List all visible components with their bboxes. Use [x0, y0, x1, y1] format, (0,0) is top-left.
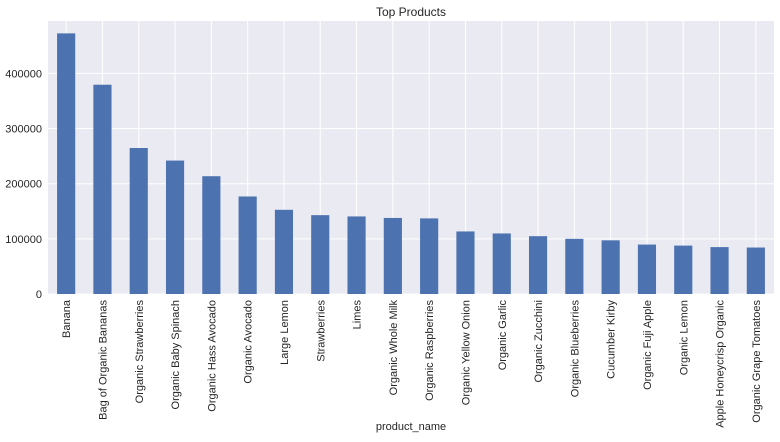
x-tick-label: Organic Zucchini [533, 300, 545, 383]
bar [492, 233, 511, 294]
x-tick-label: Cucumber Kirby [606, 300, 618, 379]
x-axis-label: product_name [376, 421, 446, 433]
x-tick-label: Organic Fuji Apple [642, 300, 654, 390]
bar [311, 215, 330, 294]
x-tick-label: Limes [352, 300, 364, 330]
x-tick-label: Apple Honeycrisp Organic [715, 300, 727, 428]
bar [383, 217, 402, 294]
x-tick-label: Strawberries [315, 300, 327, 362]
bar [637, 244, 657, 294]
y-tick-label: 200000 [5, 179, 42, 191]
bar [565, 238, 584, 294]
bars [57, 33, 765, 295]
x-tick-label: Organic Garlic [497, 300, 509, 371]
x-tick-label: Organic Strawberries [134, 300, 146, 404]
bar [347, 216, 366, 294]
x-tick-label: Organic Yellow Onion [460, 300, 472, 405]
y-tick-label: 400000 [5, 68, 42, 80]
bar [456, 231, 475, 294]
bar [674, 245, 693, 294]
x-tick-label: Organic Raspberries [424, 300, 436, 401]
x-tick-label: Organic Blueberries [569, 300, 581, 398]
bar [528, 236, 548, 294]
x-tick-label: Organic Grape Tomatoes [751, 300, 763, 423]
bar [746, 247, 765, 294]
bar [165, 160, 185, 294]
x-axis-ticks: Banana Bag of Organic Bananas Organic Stra… [61, 299, 763, 428]
x-tick-label: Banana [61, 299, 73, 338]
bar [238, 196, 257, 294]
y-tick-label: 0 [36, 289, 42, 301]
y-tick-label: 100000 [5, 234, 42, 246]
x-tick-label: Bag of Organic Bananas [97, 300, 109, 420]
bar [274, 209, 294, 294]
plot-area [48, 21, 774, 294]
x-tick-label: Organic Avocado [243, 300, 255, 384]
chart-title: Top Products [376, 5, 446, 19]
y-tick-label: 300000 [5, 124, 42, 136]
y-axis-ticks: 0 100000 200000 300000 400000 [5, 68, 42, 301]
x-tick-label: Organic Lemon [678, 300, 690, 375]
bar [420, 218, 439, 294]
x-tick-label: Organic Baby Spinach [170, 300, 182, 409]
x-tick-label: Organic Hass Avocado [206, 300, 218, 412]
bar [57, 33, 76, 295]
x-tick-label: Organic Whole Milk [388, 300, 400, 396]
bar [129, 148, 148, 294]
bar [93, 84, 112, 295]
x-tick-label: Large Lemon [279, 300, 291, 365]
bar [710, 247, 729, 294]
bar [202, 176, 221, 294]
bar [601, 240, 620, 294]
